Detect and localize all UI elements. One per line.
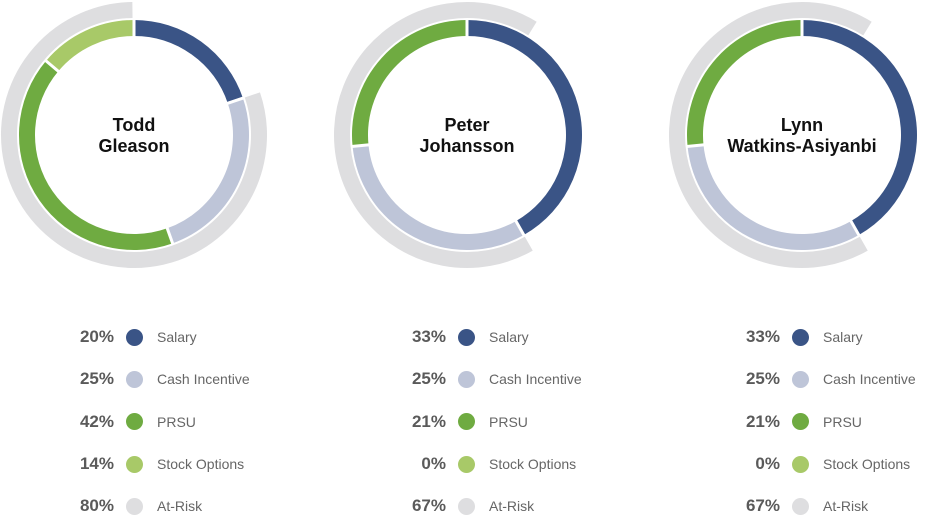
legend-item-prsu: 42% PRSU [68, 401, 298, 443]
segment-separator [44, 59, 61, 74]
legend-label: Cash Incentive [157, 371, 250, 388]
legend-swatch [792, 455, 809, 473]
segment-separator [686, 143, 705, 149]
legend-item-stock-options: 0% Stock Options [400, 443, 630, 485]
legend-label: Salary [157, 329, 197, 346]
legend-label: Stock Options [489, 456, 577, 473]
legend-swatch [126, 328, 143, 346]
segment-separator [351, 143, 370, 149]
legend-percent: 33% [411, 327, 446, 347]
at-risk-arc [334, 2, 537, 268]
donut-background [17, 18, 251, 252]
segment-separator [165, 226, 175, 245]
legend-label: At-Risk [157, 498, 203, 515]
legend-label: PRSU [157, 413, 196, 430]
legend-swatch [126, 413, 143, 431]
segment-prsu [352, 20, 468, 147]
legend-swatch [126, 497, 143, 515]
legend-item-at-risk: 67% At-Risk [734, 485, 939, 527]
legend-item-stock-options: 0% Stock Options [734, 443, 939, 485]
segment-prsu [19, 60, 173, 250]
executive-name: Lynn Watkins-Asiyanbi [727, 115, 876, 156]
segment-separator [514, 219, 526, 237]
segment-prsu [687, 20, 803, 147]
legend-percent: 20% [79, 327, 114, 347]
segment-salary [801, 20, 917, 235]
legend-swatch [458, 455, 475, 473]
legend-swatch [126, 455, 143, 473]
legend-label: Cash Incentive [823, 371, 916, 388]
at-risk-arc [669, 2, 872, 268]
donut-background [350, 18, 584, 252]
legend-label: Stock Options [157, 456, 245, 473]
legend-lynn-watkins-asiyanbi: 33% Salary 25% Cash Incentive 21% PRSU 0% Stock… [734, 316, 939, 527]
legend-percent: 42% [79, 411, 114, 431]
legend-label: Stock Options [823, 456, 911, 473]
legend-percent: 25% [411, 369, 446, 389]
executive-name-line: Gleason [98, 136, 169, 156]
donut-background [685, 18, 919, 252]
legend-percent: 14% [79, 454, 114, 474]
legend-swatch [792, 328, 809, 346]
legend-percent: 80% [79, 496, 114, 516]
executive-name: Peter Johansson [419, 115, 514, 156]
legend-item-cash-incentive: 25% Cash Incentive [400, 358, 630, 400]
legend-label: PRSU [823, 413, 862, 430]
donut-charts: Todd Gleason Peter Johansson Lynn Watkins-A… [1, 2, 919, 268]
legend-item-at-risk: 80% At-Risk [68, 485, 298, 527]
legend-item-cash-incentive: 25% Cash Incentive [68, 358, 298, 400]
legend-swatch [458, 370, 475, 388]
legend-percent: 0% [755, 454, 780, 474]
segment-salary [466, 20, 582, 235]
legend-item-salary: 33% Salary [734, 316, 939, 358]
legend-swatch [458, 413, 475, 431]
legend-item-salary: 20% Salary [68, 316, 298, 358]
legend-percent: 33% [745, 327, 780, 347]
donut-chart-peter-johansson: Peter Johansson [334, 2, 584, 268]
executive-name-line: Lynn [781, 115, 823, 135]
donut-chart-todd-gleason: Todd Gleason [1, 2, 267, 268]
legend-label: At-Risk [823, 498, 869, 515]
legend-percent: 67% [745, 496, 780, 516]
legend-percent: 0% [421, 454, 446, 474]
legend-label: Salary [823, 329, 863, 346]
legend-todd-gleason: 20% Salary 25% Cash Incentive 42% PRSU 14% Stoc… [68, 316, 298, 527]
donut-chart-lynn-watkins-asiyanbi: Lynn Watkins-Asiyanbi [669, 2, 919, 268]
legend-swatch [792, 497, 809, 515]
segment-salary [133, 20, 243, 104]
segment-cash-incentive [687, 144, 859, 250]
segment-separator [226, 96, 245, 105]
legend-label: PRSU [489, 413, 528, 430]
legend-label: Cash Incentive [489, 371, 582, 388]
legend-percent: 25% [79, 369, 114, 389]
executive-name-line: Peter [444, 115, 489, 135]
segment-cash-incentive [352, 144, 524, 250]
legend-percent: 67% [411, 496, 446, 516]
segment-separator [849, 219, 861, 237]
legend-percent: 21% [411, 411, 446, 431]
executive-name: Todd Gleason [98, 115, 169, 156]
legend-item-prsu: 21% PRSU [734, 401, 939, 443]
segment-cash-incentive [167, 98, 249, 244]
executive-name-line: Johansson [419, 136, 514, 156]
legend-label: Salary [489, 329, 529, 346]
executive-name-line: Watkins-Asiyanbi [727, 136, 876, 156]
executive-name-line: Todd [113, 115, 156, 135]
at-risk-arc [1, 2, 267, 268]
legend-swatch [792, 370, 809, 388]
legend-item-at-risk: 67% At-Risk [400, 485, 630, 527]
legend-percent: 21% [745, 411, 780, 431]
legend-item-prsu: 21% PRSU [400, 401, 630, 443]
legend-swatch [458, 328, 475, 346]
legend-item-cash-incentive: 25% Cash Incentive [734, 358, 939, 400]
legend-item-salary: 33% Salary [400, 316, 630, 358]
segment-stock-options [46, 20, 135, 72]
legend-label: At-Risk [489, 498, 535, 515]
legend-swatch [458, 497, 475, 515]
legend-item-stock-options: 14% Stock Options [68, 443, 298, 485]
legend-percent: 25% [745, 369, 780, 389]
legend-peter-johansson: 33% Salary 25% Cash Incentive 21% PRSU 0% Stock… [400, 316, 630, 527]
legend-swatch [126, 370, 143, 388]
legend-swatch [792, 413, 809, 431]
